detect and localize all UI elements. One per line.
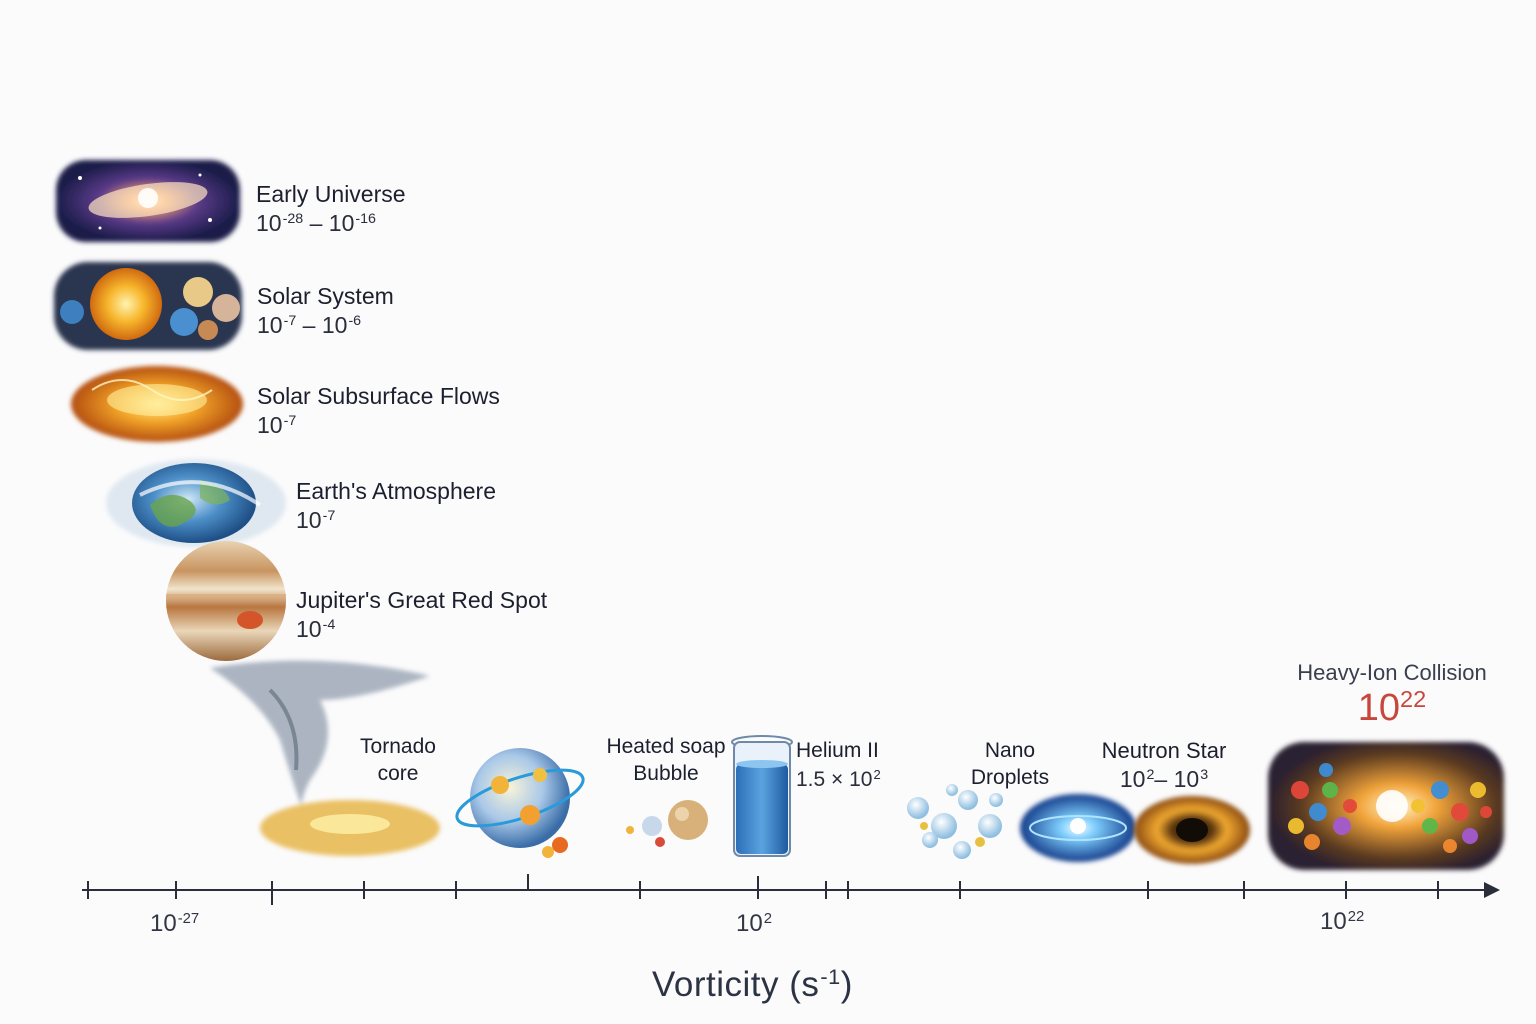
label-solar-system: Solar System 10-7 – 10-6 (257, 283, 394, 339)
value-base: 10 (1119, 766, 1146, 793)
bubble-orb-icon (455, 748, 585, 858)
label-solar-subsurface: Solar Subsurface Flows 10-7 (257, 383, 500, 439)
collision-icon (1268, 742, 1504, 870)
item-name-line2: Droplets (970, 766, 1050, 790)
axis-arrow-icon (1484, 882, 1500, 898)
value-base: 10 (1357, 687, 1401, 730)
value-sep: – (296, 312, 322, 339)
item-name: Early Universe (256, 181, 406, 207)
item-name: Jupiter's Great Red Spot (296, 587, 548, 613)
item-value: 102– 103 (1080, 767, 1248, 792)
label-soap-bubble: Heated soap Bubble (596, 735, 736, 785)
tick-exp: 2 (763, 910, 772, 927)
value-exp: 2 (873, 767, 881, 783)
sun-surface-icon (71, 366, 243, 442)
value-sep: – (303, 210, 329, 237)
tick-label: 10-27 (150, 910, 199, 938)
value-exp: -6 (348, 313, 362, 330)
value-base: 10 (1173, 766, 1200, 793)
label-jupiter: Jupiter's Great Red Spot 10-4 (296, 587, 548, 643)
item-name: Earth's Atmosphere (296, 478, 496, 504)
jupiter-icon (166, 541, 286, 661)
item-name: Neutron Star (1101, 738, 1227, 763)
label-earth-atmosphere: Earth's Atmosphere 10-7 (296, 478, 496, 534)
label-early-universe: Early Universe 10-28 – 10-16 (256, 181, 406, 237)
item-value: 1.5 × 102 (796, 767, 881, 792)
value-exp: -4 (322, 617, 336, 634)
axis-title-text: Vorticity (s (652, 964, 820, 1004)
tick-label: 102 (736, 910, 772, 938)
tick-base: 10 (150, 910, 177, 937)
value-base: 10 (296, 507, 322, 534)
value-base: 10 (328, 210, 355, 237)
item-value: 10-7 (296, 508, 496, 533)
earth-icon (106, 459, 286, 547)
soap-bubble-icon (626, 800, 708, 847)
beaker-icon (731, 735, 793, 857)
value-exp: -16 (355, 211, 376, 228)
value-exp: -7 (283, 413, 297, 430)
neutron-star-icon (1020, 794, 1250, 864)
value-base: 10 (256, 210, 282, 237)
value-exp: 22 (1400, 686, 1427, 713)
value-base: 10 (296, 616, 322, 643)
item-name: Tornado (360, 735, 436, 758)
solar-system-icon (54, 262, 242, 350)
tick-label: 1022 (1320, 908, 1364, 936)
value-base: 10 (257, 312, 283, 339)
value-exp: 2 (1146, 767, 1155, 784)
item-name: Solar System (257, 283, 394, 309)
tick-base: 10 (736, 910, 763, 937)
label-nano-droplets: Nano Droplets (950, 739, 1070, 789)
axis-title-exp: -1 (820, 964, 841, 989)
item-name: Helium II (796, 739, 879, 762)
item-value: 1022 (1276, 686, 1508, 730)
value-sep: – (1154, 766, 1174, 793)
item-name: Heated soap (606, 735, 726, 758)
item-value: 10-28 – 10-16 (256, 211, 406, 236)
value-exp: -28 (282, 211, 304, 228)
axis-title-close: ) (840, 964, 853, 1004)
value-exp: -7 (322, 508, 336, 525)
x-axis (82, 874, 1500, 905)
item-name: Nano (984, 739, 1036, 762)
tornado-icon (210, 660, 440, 856)
value-base: 10 (321, 312, 348, 339)
label-helium: Helium II 1.5 × 102 (796, 739, 881, 791)
tick-base: 10 (1320, 908, 1347, 935)
label-neutron-star: Neutron Star 102– 103 (1080, 738, 1248, 792)
item-value: 10-7 (257, 413, 500, 438)
value-base: 10 (257, 412, 283, 439)
item-name: Solar Subsurface Flows (257, 383, 500, 409)
tick-exp: -27 (177, 910, 200, 927)
axis-title: Vorticity (s-1) (652, 964, 853, 1005)
galaxy-icon (56, 160, 240, 242)
item-value: 10-7 – 10-6 (257, 313, 394, 338)
value-exp: 3 (1200, 767, 1209, 784)
label-heavy-ion: Heavy-Ion Collision 1022 (1276, 660, 1508, 730)
item-name: Heavy-Ion Collision (1297, 660, 1487, 685)
item-name-line2: Bubble (633, 762, 699, 786)
item-name-line2: core (377, 762, 419, 786)
item-value: 10-4 (296, 617, 547, 642)
value-exp: -7 (283, 313, 297, 330)
tick-exp: 22 (1347, 908, 1365, 925)
droplets-icon (907, 784, 1003, 859)
value-base: 1.5 × 10 (796, 768, 873, 792)
label-tornado: Tornado core (338, 735, 458, 785)
